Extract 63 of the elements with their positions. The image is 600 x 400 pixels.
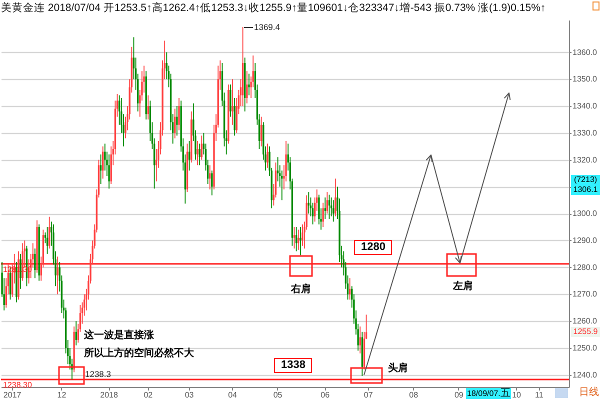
candlestick	[20, 253, 22, 290]
text: 日线	[579, 387, 599, 398]
candlestick	[322, 202, 324, 228]
candlestick	[196, 140, 198, 166]
annotation: 右肩	[291, 284, 311, 295]
candlestick	[266, 143, 268, 168]
annotation: 1238.3	[85, 368, 111, 379]
candlestick	[198, 143, 200, 166]
x-tick-label: 11	[535, 390, 544, 400]
candlestick	[56, 256, 58, 295]
annotation: 1255.9	[571, 327, 600, 338]
text: (7213)	[571, 175, 600, 185]
x-tick-label: 06	[320, 390, 330, 400]
candlestick	[211, 170, 213, 196]
annotation: 头肩	[388, 363, 408, 374]
x-tick-label: 07	[364, 390, 374, 400]
annotation: 左肩	[453, 281, 473, 292]
candlestick	[248, 73, 250, 96]
y-tick-label: 1250.0	[572, 344, 598, 353]
annotation: 这一波是直接涨	[84, 330, 154, 341]
y-tick-label: 1270.0	[572, 290, 598, 299]
candlestick	[232, 78, 234, 126]
y-tick-label: 1300.0	[572, 209, 598, 218]
y-tick-label: 1290.0	[572, 236, 598, 245]
y-tick-label: 1330.0	[572, 128, 598, 138]
candlestick	[230, 84, 232, 118]
x-tick-label: 04	[228, 390, 238, 400]
candlestick	[302, 224, 304, 246]
x-tick-label: 03	[184, 390, 194, 400]
candlestick	[188, 140, 190, 172]
candlestick	[178, 98, 180, 131]
candlestick	[334, 178, 336, 217]
x-tick-label: 05	[273, 390, 283, 400]
x-tick-label: 10	[512, 390, 522, 400]
y-tick-label: 1280.0	[572, 262, 598, 272]
chart-title: 美黄金连 2018/07/04 开1253.5↑高1262.4↑低1253.3↓收1255.9↑量109601↓仓323347↓增-543 振0.73% 涨(1.9)0.15%↑	[1, 2, 546, 14]
y-tick-label: 1340.0	[572, 102, 598, 111]
y-tick-label: 1350.0	[572, 74, 598, 84]
text: 18/09/07.五	[466, 388, 512, 399]
x-tick-label: 2018	[100, 390, 118, 400]
x-tick-label: 12	[57, 390, 67, 400]
ref-line-label: 1238.30	[3, 380, 32, 390]
y-tick-label: 1260.0	[572, 316, 598, 326]
candlestick	[108, 154, 110, 190]
x-tick-label: 08	[409, 390, 419, 400]
annotation: 所以上方的空间必然不大	[84, 348, 194, 359]
x-tick-label: 02	[144, 390, 154, 400]
annotation: 1369.4	[254, 22, 280, 32]
candlestick	[176, 106, 178, 136]
candlestick	[300, 226, 302, 256]
y-tick-label: 1360.0	[572, 48, 598, 57]
x-tick-label: 09	[454, 390, 464, 400]
annotation: 1338	[274, 358, 312, 373]
candlestick	[324, 197, 326, 220]
candlestick	[246, 70, 248, 104]
y-tick-label: 1240.0	[572, 370, 598, 380]
annotation: 1280	[354, 240, 392, 255]
candlestick	[34, 248, 36, 279]
candlestick	[293, 226, 296, 249]
x-tick-label: 2017	[3, 390, 22, 400]
text: 1306.1	[571, 185, 600, 195]
y-tick-label: 1320.0	[572, 155, 598, 164]
candlestick	[326, 192, 328, 214]
